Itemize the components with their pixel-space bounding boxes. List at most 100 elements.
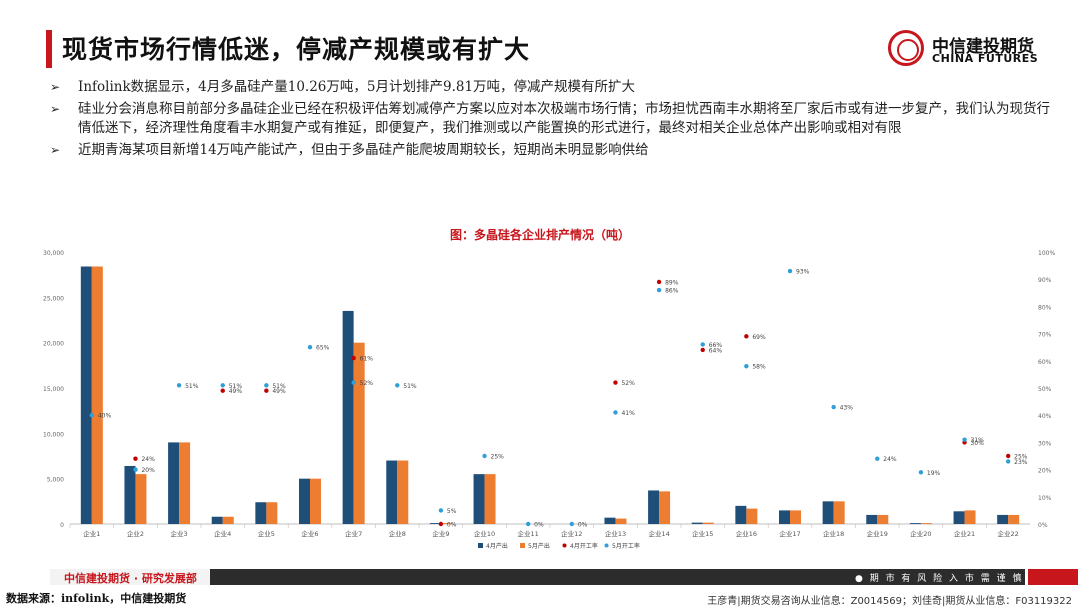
- point-label: 52%: [621, 380, 635, 387]
- right-tick-label: 20%: [1038, 468, 1052, 475]
- point-label: 0%: [578, 522, 588, 529]
- bar-4月产出: [342, 310, 354, 524]
- right-tick-label: 90%: [1038, 277, 1052, 284]
- bar-4月产出: [386, 460, 398, 524]
- point-5月开工率: [613, 410, 618, 415]
- point-5月开工率: [395, 383, 400, 388]
- bullet-list: ➢ Infolink数据显示，4月多晶硅产量10.26万吨，5月计划排产9.81万…: [50, 78, 1060, 163]
- legend-label: 5月开工率: [612, 542, 640, 550]
- category-label: 企业3: [171, 529, 188, 538]
- bar-5月产出: [702, 522, 714, 524]
- bar-4月产出: [429, 523, 441, 524]
- category-label: 企业9: [432, 529, 449, 538]
- legend-label: 4月产出: [486, 542, 508, 550]
- point-5月开工率: [831, 404, 836, 410]
- point-label: 23%: [1014, 459, 1028, 466]
- legend-swatch: [520, 543, 525, 548]
- arrow-bullet-icon: ➢: [50, 143, 61, 157]
- left-tick-label: 0: [60, 522, 64, 529]
- right-tick-label: 0%: [1038, 522, 1048, 529]
- point-5月开工率: [918, 470, 924, 475]
- category-label: 企业1: [83, 529, 100, 538]
- logo-text-en: CHINA FUTURES: [932, 52, 1039, 65]
- point-label: 89%: [665, 279, 679, 286]
- point-label: 25%: [1014, 454, 1028, 461]
- point-label: 19%: [927, 470, 941, 477]
- left-tick-label: 25,000: [43, 295, 64, 302]
- point-5月开工率: [875, 456, 880, 461]
- point-label: 69%: [752, 334, 766, 341]
- point-4月开工率: [656, 279, 662, 285]
- bullet-item: ➢ 硅业分会消息称目前部分多晶硅企业已经在积极评估筹划减停产方案以应对本次极端市场…: [50, 100, 1060, 138]
- category-label: 企业15: [692, 529, 713, 538]
- bar-4月产出: [211, 516, 223, 524]
- point-4月开工率: [220, 388, 225, 393]
- point-label: 24%: [883, 456, 897, 463]
- bar-4月产出: [779, 510, 790, 524]
- bar-5月产出: [310, 478, 321, 524]
- chart-title: 图：多晶硅各企业排产情况（吨）: [449, 228, 630, 242]
- point-label: 0%: [447, 522, 457, 529]
- bullet-text: 硅业分会消息称目前部分多晶硅企业已经在积极评估筹划减停产方案以应对本次极端市场行…: [78, 101, 1050, 136]
- bar-5月产出: [353, 342, 365, 524]
- point-label: 58%: [752, 364, 766, 371]
- bar-5月产出: [91, 266, 103, 524]
- point-4月开工率: [700, 347, 705, 353]
- point-label: 51%: [272, 383, 286, 390]
- point-label: 49%: [229, 388, 243, 395]
- bar-4月产出: [735, 505, 747, 524]
- left-tick-label: 20,000: [43, 341, 64, 348]
- bar-5月产出: [615, 518, 627, 524]
- point-5月开工率: [89, 413, 95, 418]
- left-tick-label: 30,000: [43, 250, 64, 257]
- bar-5月产出: [484, 474, 496, 524]
- point-label: 43%: [840, 405, 854, 412]
- point-5月开工率: [438, 508, 444, 513]
- point-label: 24%: [141, 456, 155, 463]
- category-label: 企业16: [736, 529, 757, 538]
- point-label: 31%: [971, 437, 985, 444]
- bar-4月产出: [604, 517, 616, 524]
- point-5月开工率: [482, 453, 487, 459]
- point-label: 61%: [360, 356, 374, 363]
- point-5月开工率: [962, 437, 967, 442]
- left-tick-label: 15,000: [43, 386, 64, 393]
- bar-5月产出: [440, 523, 452, 524]
- bar-4月产出: [866, 514, 878, 524]
- production-chart: 0 5,000 10,000 15,000 20,000 25,000 30,000 0% 10…: [43, 250, 1055, 550]
- bar-5月产出: [397, 460, 409, 524]
- point-5月开工率: [744, 364, 749, 369]
- point-label: 0%: [534, 522, 544, 529]
- point-label: 66%: [709, 342, 723, 349]
- logo-emblem-icon: [888, 30, 924, 66]
- point-5月开工率: [351, 380, 356, 385]
- footer-red-corner: [1028, 569, 1078, 585]
- bar-4月产出: [124, 465, 136, 524]
- bar-4月产出: [691, 522, 703, 524]
- bullet-text: Infolink数据显示，4月多晶硅产量10.26万吨，5月计划排产9.81万吨…: [78, 79, 636, 95]
- category-label: 企业20: [910, 529, 931, 538]
- point-5月开工率: [176, 383, 182, 388]
- point-5月开工率: [264, 383, 269, 388]
- bullet-item: ➢ 近期青海某项目新增14万吨产能试产，但由于多晶硅产能爬坡周期较长，短期尚未明显…: [50, 141, 1060, 160]
- bar-5月产出: [790, 510, 801, 524]
- page-title: 现货市场行情低迷，停减产规模或有扩大: [62, 35, 531, 64]
- left-tick-label: 10,000: [43, 431, 64, 438]
- point-label: 49%: [272, 388, 286, 395]
- footer-brand: 中信建投期货 · 研究发展部: [64, 572, 197, 585]
- legend-swatch: [604, 543, 609, 548]
- left-tick-label: 5,000: [47, 477, 64, 484]
- right-tick-label: 30%: [1038, 440, 1052, 447]
- bar-4月产出: [997, 514, 1009, 524]
- bar-5月产出: [877, 514, 889, 524]
- point-label: 41%: [621, 410, 635, 417]
- right-tick-label: 10%: [1038, 495, 1052, 502]
- point-5月开工率: [656, 287, 662, 293]
- category-label: 企业17: [779, 529, 800, 538]
- point-label: 30%: [971, 440, 985, 447]
- right-tick-label: 70%: [1038, 332, 1052, 339]
- category-label: 企业5: [258, 529, 275, 538]
- point-label: 64%: [709, 347, 723, 354]
- title-accent-bar: [46, 30, 52, 68]
- category-label: 企业4: [214, 529, 231, 538]
